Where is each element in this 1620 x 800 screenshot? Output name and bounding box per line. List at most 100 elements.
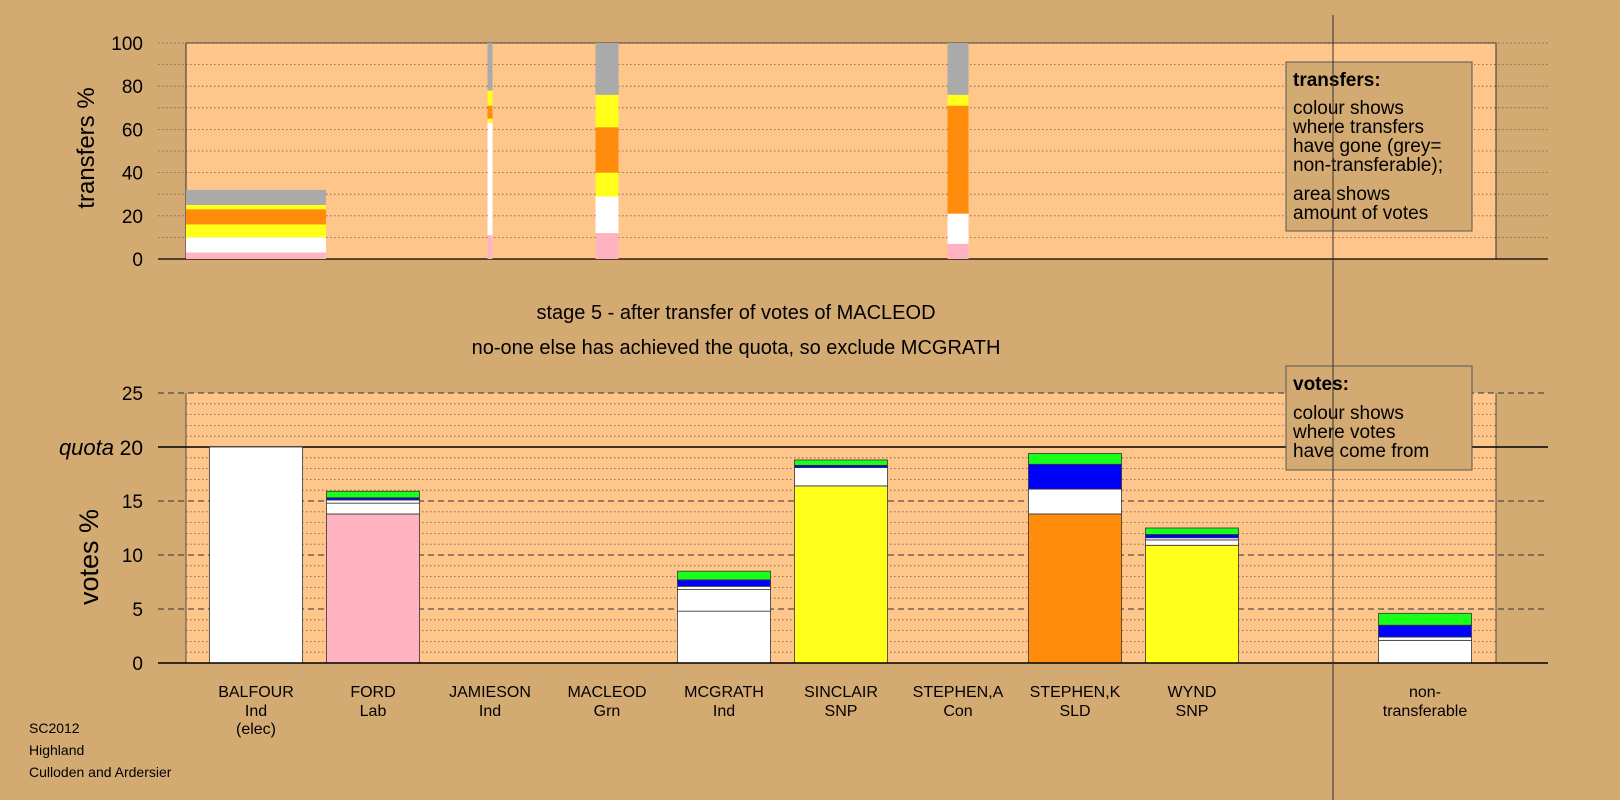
- transfers-plot-area: [185, 42, 1497, 260]
- candidate-name-label: WYND: [1168, 684, 1217, 701]
- y-tick-label: 60: [122, 120, 143, 141]
- transfers-axis-label: transfers %: [73, 87, 100, 208]
- transfer-segment: [947, 105, 969, 214]
- transfer-segment: [186, 252, 326, 259]
- y-tick-label: 25: [122, 384, 143, 405]
- candidate-party-label: SLD: [1059, 703, 1090, 720]
- candidate-party-label: Ind: [713, 703, 735, 720]
- vote-segment: [326, 513, 420, 664]
- transfers-legend-line: amount of votes: [1293, 203, 1428, 224]
- vote-segment: [1028, 463, 1122, 490]
- transfers-legend-box: [1285, 61, 1473, 232]
- transfer-segment: [595, 94, 619, 128]
- transfer-segment: [186, 209, 326, 225]
- footer-ward: Culloden and Ardersier: [29, 764, 172, 780]
- transfer-segment: [947, 43, 969, 95]
- transfer-segment: [487, 118, 493, 123]
- quota-label: quota: [59, 435, 114, 460]
- vote-segment: [1145, 534, 1239, 539]
- y-tick-label: 100: [111, 34, 143, 55]
- transfer-segment: [487, 235, 493, 259]
- transfer-segment: [947, 243, 969, 259]
- y-tick-label: 40: [122, 164, 143, 185]
- votes-plot: quota0510152025BALFOURInd(elec)FORDLabJA…: [59, 384, 1548, 738]
- footer: SC2012 Highland Culloden and Ardersier: [29, 720, 172, 780]
- vote-segment: [794, 467, 888, 487]
- vote-segment: [1378, 612, 1472, 626]
- y-tick-label: 20: [122, 207, 143, 228]
- candidate-party-label: SNP: [825, 703, 858, 720]
- candidate-name-label: FORD: [350, 684, 395, 701]
- votes-legend-title: votes:: [1293, 374, 1349, 395]
- votes-legend: votes: colour shows where votes have com…: [1285, 365, 1473, 471]
- y-tick-label: 15: [122, 492, 143, 513]
- candidate-party-label: transferable: [1383, 703, 1468, 720]
- vote-segment: [1028, 488, 1122, 515]
- vote-segment: [326, 490, 420, 499]
- candidate-party-label: Grn: [594, 703, 621, 720]
- transfers-legend: transfers: colour shows where transfers …: [1285, 61, 1473, 232]
- candidate-name-label: MACLEOD: [567, 684, 646, 701]
- candidate-name-label: SINCLAIR: [804, 684, 878, 701]
- stage-subtitle: no-one else has achieved the quota, so e…: [472, 337, 1001, 359]
- vote-segment: [677, 610, 771, 664]
- transfer-segment: [595, 43, 619, 95]
- candidate-party-label: Ind: [479, 703, 501, 720]
- votes-legend-box: [1285, 365, 1473, 471]
- transfer-segment: [186, 189, 326, 205]
- vote-segment: [209, 446, 303, 664]
- transfers-legend-line: have gone (grey=: [1293, 136, 1441, 157]
- transfer-segment: [947, 94, 969, 106]
- vote-segment: [1378, 636, 1472, 641]
- vote-segment: [677, 589, 771, 612]
- transfer-segment: [186, 237, 326, 253]
- transfer-segment: [595, 233, 619, 259]
- y-tick-label: 5: [132, 600, 143, 621]
- transfers-legend-line: colour shows: [1293, 98, 1404, 119]
- transfer-segment: [487, 43, 493, 91]
- votes-legend-line: have come from: [1293, 441, 1429, 462]
- candidate-name-label: JAMIESON: [449, 684, 531, 701]
- candidate-name-label: non-: [1409, 684, 1441, 701]
- vote-segment: [677, 585, 771, 590]
- transfers-legend-line: area shows: [1293, 184, 1390, 205]
- vote-segment: [794, 459, 888, 466]
- vote-segment: [794, 485, 888, 664]
- footer-election: SC2012: [29, 720, 80, 736]
- candidate-name-label: STEPHEN,K: [1030, 684, 1121, 701]
- y-tick-label: 10: [122, 546, 143, 567]
- y-tick-label: 0: [132, 654, 143, 675]
- transfer-segment: [186, 224, 326, 238]
- vote-segment: [1145, 539, 1239, 546]
- transfer-segment: [487, 90, 493, 106]
- candidate-party-label: Ind: [245, 703, 267, 720]
- transfers-plot: 0 20 40 60 80 100: [111, 34, 1548, 271]
- vote-segment: [1145, 527, 1239, 535]
- transfer-segment: [186, 205, 326, 210]
- candidate-party-label: Con: [943, 703, 972, 720]
- vote-segment: [1378, 639, 1472, 664]
- vote-segment: [1145, 544, 1239, 664]
- transfer-segment: [595, 196, 619, 234]
- vote-segment: [1028, 513, 1122, 664]
- y-tick-label: 20: [120, 437, 143, 460]
- transfer-segment: [947, 213, 969, 244]
- y-tick-label: 0: [132, 250, 143, 271]
- vote-segment: [326, 499, 420, 504]
- votes-axis-label: votes %: [74, 509, 104, 605]
- footer-region: Highland: [29, 742, 84, 758]
- candidate-party-label: SNP: [1176, 703, 1209, 720]
- candidate-name-label: BALFOUR: [218, 684, 294, 701]
- transfer-segment: [487, 122, 493, 236]
- transfers-legend-title: transfers:: [1293, 70, 1381, 91]
- vote-segment: [677, 570, 771, 581]
- transfer-segment: [595, 127, 619, 173]
- candidate-party-label: Lab: [360, 703, 387, 720]
- stage-title: stage 5 - after transfer of votes of MAC…: [536, 302, 935, 324]
- vote-segment: [1378, 624, 1472, 638]
- transfers-legend-line: non-transferable);: [1293, 155, 1443, 176]
- vote-segment: [326, 502, 420, 515]
- transfer-segment: [595, 172, 619, 197]
